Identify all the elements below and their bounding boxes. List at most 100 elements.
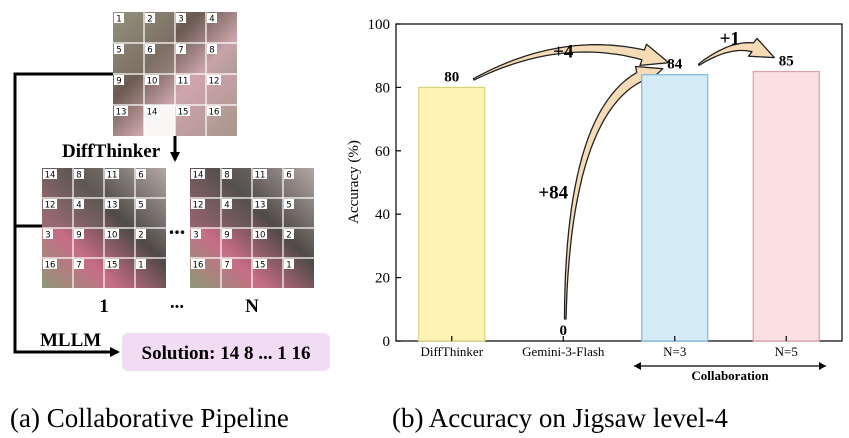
x-tick-label: Gemini-3-Flash [522, 344, 605, 359]
bar-value-label: 85 [779, 54, 794, 70]
x-tick-label: DiffThinker [420, 344, 483, 359]
panel-a-caption: (a) Collaborative Pipeline [10, 403, 289, 433]
candidate-1-number-tag [136, 199, 146, 209]
bar-value-labels: 80 0 84 85 [444, 54, 794, 339]
y-axis-label: Accuracy (%) [346, 140, 362, 224]
candidate-n-number-tag [222, 169, 232, 179]
candidate-n-tile-number: 5 [286, 201, 291, 211]
arrow-plus-84 [563, 65, 664, 320]
candidate-n-number-tag [191, 259, 205, 269]
bar-value-label: 84 [667, 57, 683, 73]
candidate-1-tile-number: 8 [76, 171, 81, 181]
input-number-tag [145, 44, 155, 54]
pipeline-connector-line [13, 72, 120, 357]
bar-diffthinker [418, 86, 486, 342]
candidate-1-number-tag [136, 229, 146, 239]
candidate-n-number-tag [284, 259, 294, 269]
candidate-1-number-tag [43, 229, 53, 239]
candidate-n-tile-number: 9 [224, 231, 229, 241]
solution-box [122, 333, 330, 371]
annotation-label: +4 [553, 41, 574, 62]
annotation-label: +1 [720, 29, 740, 50]
bar-n-3 [641, 74, 709, 342]
y-tick-label: 100 [368, 17, 391, 33]
between-grids-ellipsis: ... [169, 214, 186, 239]
candidate-1-number-tag [136, 259, 146, 269]
arrow-plus-1 [697, 37, 775, 66]
candidate-n-tile-number: 1 [286, 261, 291, 271]
input-grid-lines [113, 12, 237, 136]
y-tick-label: 0 [383, 334, 391, 350]
panel-b-caption: (b) Accuracy on Jigsaw level-4 [392, 403, 728, 433]
candidate-1-number-tag [43, 169, 57, 179]
candidate-n-tile-number: 6 [286, 171, 291, 181]
candidate-1-number-tag [105, 199, 119, 209]
input-number-tag [207, 75, 221, 85]
candidate-1-number-tag [105, 259, 119, 269]
input-tile-number: 6 [147, 46, 152, 56]
y-tick-label: 80 [375, 80, 390, 96]
candidate-1-number-tag [74, 229, 84, 239]
bar-value-label: 0 [560, 323, 568, 339]
candidate-1-tile-number: 3 [45, 231, 50, 241]
candidate-1-number-tag [43, 259, 57, 269]
candidate-n-number-tag [253, 259, 267, 269]
annotation-arrows [472, 37, 775, 320]
x-axis-tick-labels: DiffThinker Gemini-3-Flash N=3 N=5 [420, 336, 798, 359]
candidate-n-number-tag [191, 199, 205, 209]
input-number-tag [114, 106, 128, 116]
candidate-image-n: 14 8 11 6 12 4 13 5 3 9 10 2 16 7 15 1 [190, 168, 314, 288]
arrow-plus-4 [472, 43, 670, 81]
candidate-1-tile-number: 12 [45, 201, 56, 211]
candidate-n-number-tag [284, 169, 294, 179]
input-number-tag [145, 75, 159, 85]
input-number-tag [176, 75, 190, 85]
candidate-n-grid-numbers: 14 8 11 6 12 4 13 5 3 9 10 2 16 7 15 1 [191, 169, 294, 271]
input-number-tag [176, 106, 190, 116]
candidate-1-tile-number: 13 [107, 201, 118, 211]
candidate-mid-label: ... [170, 292, 184, 313]
candidate-n-number-tag [222, 229, 232, 239]
candidate-n-number-tag [191, 169, 205, 179]
candidate-1-tile-number: 5 [138, 201, 143, 211]
candidate-n-tile-number: 4 [224, 201, 229, 211]
input-number-tag [176, 13, 186, 23]
candidate-n-tile-number: 8 [224, 171, 229, 181]
input-number-tag [176, 44, 186, 54]
input-tile-number: 3 [178, 15, 183, 25]
candidate-1-tile-number: 9 [76, 231, 81, 241]
candidate-n-tile-number: 12 [193, 201, 204, 211]
input-tile-number: 12 [209, 77, 220, 87]
candidate-n-number-tag [284, 199, 294, 209]
candidate-1-number-tag [105, 169, 119, 179]
input-number-tag [114, 75, 124, 85]
y-tick-label: 20 [375, 271, 390, 287]
candidate-n-grid-lines [190, 168, 314, 288]
input-number-tag [145, 106, 159, 116]
candidate-1-tile-number: 14 [45, 171, 56, 181]
input-tile-number: 5 [116, 46, 121, 56]
input-tile-number: 7 [178, 46, 183, 56]
candidate-1-tile-number: 2 [138, 231, 143, 241]
bar-value-label: 80 [444, 69, 459, 85]
candidate-n-tile-number: 13 [255, 201, 266, 211]
y-tick-label: 40 [375, 207, 390, 223]
collaboration-bracket-right-head [819, 362, 826, 370]
candidate-1-number-tag [74, 259, 84, 269]
candidate-1-number-tag [74, 169, 84, 179]
plot-frame [395, 23, 843, 342]
input-tile-number: 13 [116, 108, 127, 118]
candidate-n-number-tag [253, 199, 267, 209]
candidate-1-tile-number: 7 [76, 261, 81, 271]
candidate-1-grid-numbers: 14 8 11 6 12 4 13 5 3 9 10 2 16 7 15 1 [43, 169, 146, 271]
candidate-1-number-tag [43, 199, 57, 209]
candidate-n-tile-number: 15 [255, 261, 266, 271]
candidate-n-number-tag [191, 229, 201, 239]
y-tick-label: 60 [375, 144, 390, 160]
candidate-n-tile-number: 11 [255, 171, 266, 181]
input-tile-number: 16 [209, 108, 220, 118]
input-number-tag [145, 13, 155, 23]
diffthinker-label: DiffThinker [62, 141, 161, 162]
